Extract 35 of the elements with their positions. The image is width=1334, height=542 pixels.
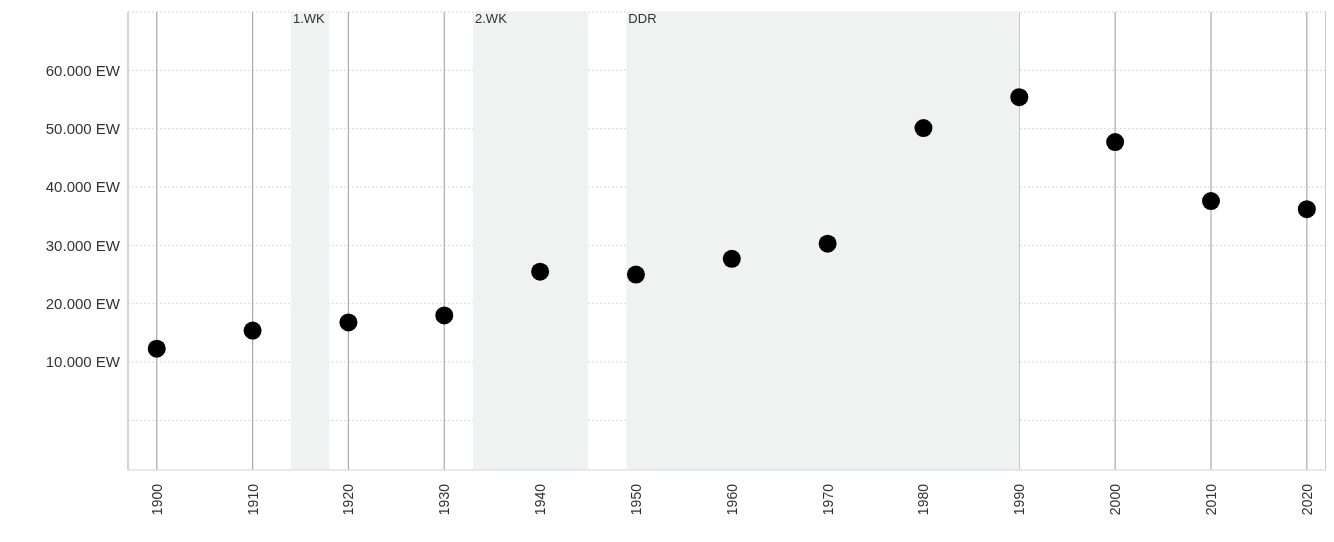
band-label: DDR: [628, 11, 657, 27]
point: [243, 321, 262, 340]
point: [435, 306, 454, 325]
x-tick-label: 1970: [819, 483, 836, 516]
point: [1297, 200, 1316, 219]
x-tick-label: 2010: [1202, 483, 1219, 516]
x-tick-label: 1960: [723, 483, 740, 516]
point: [1106, 133, 1125, 152]
x-tick-label: 1950: [627, 483, 644, 516]
y-tick-label: 10.000 EW: [45, 353, 121, 371]
x-tick-label: 1930: [436, 483, 453, 516]
x-tick-label: 2000: [1107, 483, 1124, 516]
point: [914, 119, 933, 138]
point: [818, 234, 837, 253]
y-tick-label: 20.000 EW: [45, 295, 121, 313]
point: [1201, 192, 1220, 211]
band-label: 2.WK: [475, 11, 508, 27]
y-tick-label: 40.000 EW: [45, 178, 121, 196]
point: [339, 313, 358, 332]
x-tick-label: 2020: [1298, 483, 1315, 516]
y-tick-label: 50.000 EW: [45, 120, 121, 138]
y-tick-label: 60.000 EW: [45, 61, 121, 79]
x-tick-label: 1900: [148, 483, 165, 516]
x-tick-label: 1910: [244, 483, 261, 516]
point: [722, 249, 741, 268]
point: [531, 262, 550, 281]
x-tick-label: 1920: [340, 483, 357, 516]
x-tick-label: 1940: [532, 483, 549, 516]
x-tick-label: 1980: [915, 483, 932, 516]
point: [147, 339, 166, 358]
x-tick-label: 1990: [1011, 483, 1028, 516]
point: [1010, 88, 1029, 107]
point: [626, 265, 645, 284]
band-label: 1.WK: [292, 11, 326, 27]
y-tick-label: 30.000 EW: [45, 236, 121, 254]
